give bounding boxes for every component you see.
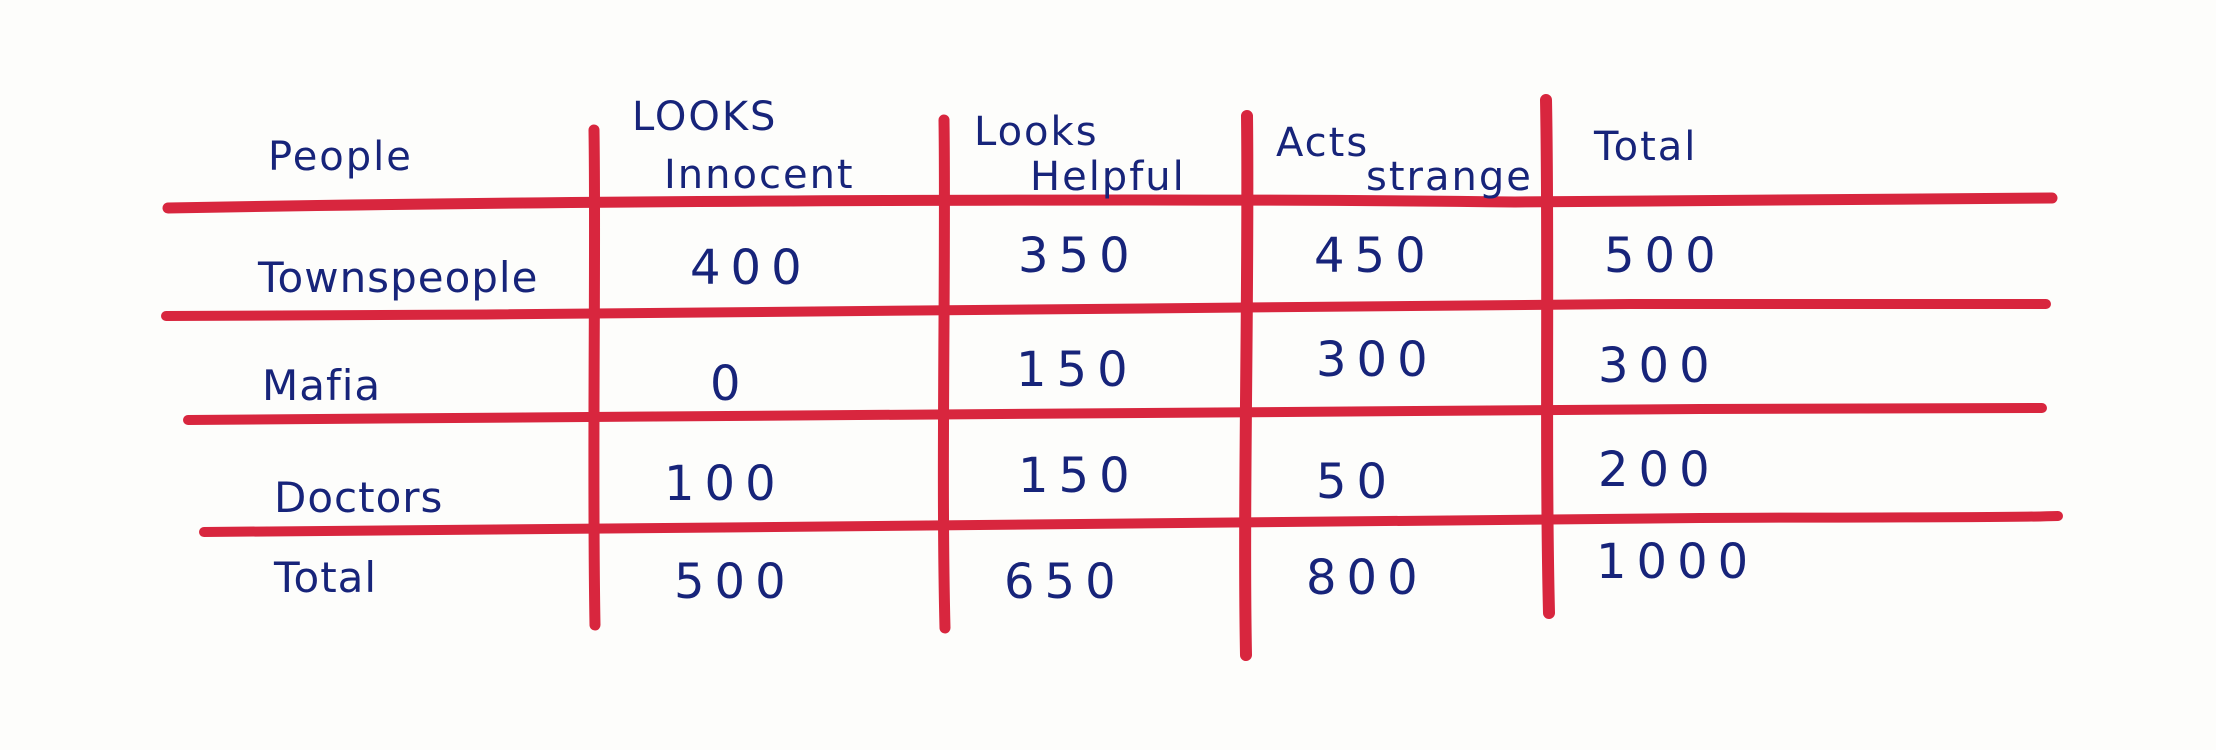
header-col-2-line-1: Looks	[974, 109, 1099, 155]
grid-vertical-lines	[588, 94, 1555, 661]
header-col-3-line-2: strange	[1366, 154, 1533, 200]
grid-col-line-3	[1239, 110, 1254, 661]
row-label-total: Total	[273, 553, 377, 602]
table-row: Total 500 650 800 1000	[273, 534, 1758, 610]
grid-line-row-2	[183, 403, 2047, 425]
grid-col-line-1	[588, 124, 601, 631]
table-header: People LOOKS Innocent Looks Helpful Acts…	[268, 94, 1697, 200]
row-label-doctors: Doctors	[274, 473, 443, 522]
header-col-2-line-2: Helpful	[1030, 154, 1186, 200]
table-cell: 50	[1316, 454, 1397, 510]
table-cell: 800	[1306, 550, 1428, 606]
grid-line-header	[162, 192, 2058, 214]
table-cell: 350	[1018, 228, 1140, 284]
header-col-1-line-1: LOOKS	[632, 94, 777, 140]
table-cell: 150	[1018, 448, 1140, 504]
grid-col-line-2	[937, 114, 951, 634]
table-cell: 450	[1314, 228, 1436, 284]
row-label-townspeople: Townspeople	[257, 253, 538, 302]
row-label-mafia: Mafia	[262, 361, 381, 410]
table-cell: 300	[1316, 332, 1438, 388]
table-cell: 150	[1016, 342, 1138, 398]
header-col-1-line-2: Innocent	[664, 152, 855, 198]
table-cell: 100	[664, 456, 786, 512]
table-cell: 500	[674, 554, 796, 610]
table-cell: 400	[690, 240, 812, 296]
table-cell: 200	[1598, 442, 1720, 498]
table-cell: 300	[1598, 338, 1720, 394]
header-col-3-line-1: Acts	[1276, 120, 1369, 166]
grid-horizontal-lines	[161, 192, 2063, 537]
grid-line-row-1	[161, 298, 2051, 321]
table-cell: 1000	[1596, 534, 1758, 590]
table-row: Doctors 100 150 50 200	[274, 442, 1720, 522]
table-row: Townspeople 400 350 450 500	[257, 228, 1726, 302]
table-cell: 0	[710, 356, 751, 412]
table-cell: 650	[1004, 554, 1126, 610]
table-row: Mafia 0 150 300 300	[262, 332, 1720, 412]
header-col-4-line-1: Total	[1593, 124, 1697, 170]
grid-col-line-4	[1540, 94, 1555, 619]
grid-line-row-3	[199, 511, 2063, 537]
table-cell: 500	[1604, 228, 1726, 284]
header-people-label: People	[268, 134, 413, 180]
